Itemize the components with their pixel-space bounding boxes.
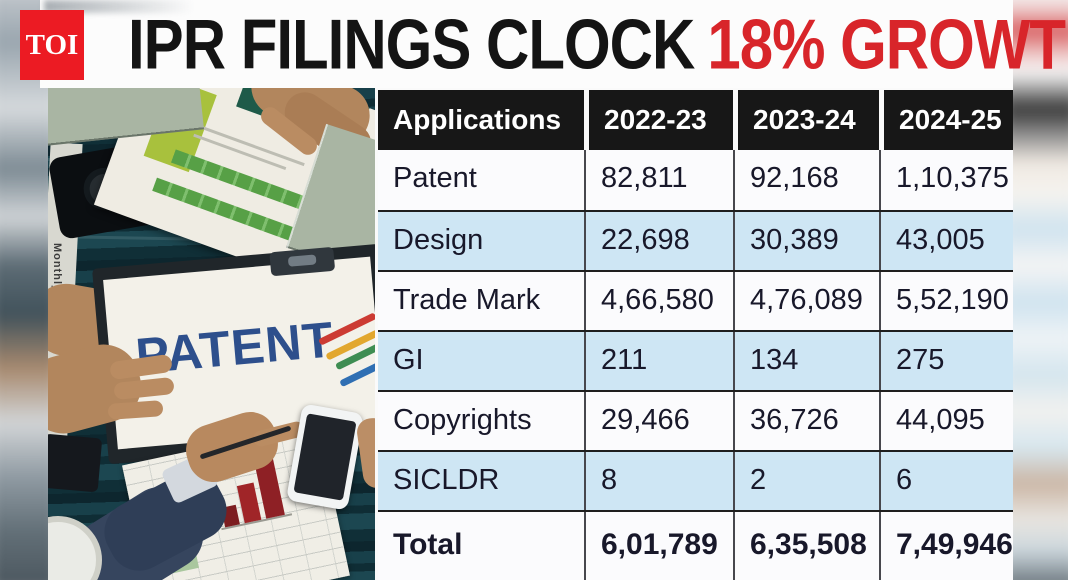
- dark-phone: [48, 433, 103, 493]
- title-smudge: [44, 0, 194, 13]
- value-cell: 7,49,946: [879, 512, 1013, 580]
- row-label-cell: SICLDR: [393, 464, 500, 496]
- table-row: Copyrights 29,466 36,726 44,095: [378, 390, 1013, 450]
- table-row: Patent 82,811 92,168 1,10,375: [378, 150, 1013, 210]
- value-cell: 4,76,089: [733, 272, 879, 330]
- header-cell: 2022-23: [584, 90, 733, 150]
- value-cell: 92,168: [733, 150, 879, 210]
- header-cell: 2023-24: [733, 90, 879, 150]
- clipboard-clip: [269, 246, 336, 277]
- table-row: Design 22,698 30,389 43,005: [378, 210, 1013, 270]
- headline: IPR FILINGS CLOCK 18% GROWTH: [128, 4, 1068, 87]
- value-cell: 4,66,580: [584, 272, 733, 330]
- table-row: SICLDR 8 2 6: [378, 450, 1013, 510]
- desk-photo: Monthly Sales PATENT: [48, 88, 375, 580]
- value-cell: 43,005: [879, 212, 1013, 270]
- ipr-table: Applications 2022-23 2023-24 2024-25 Patent 8…: [375, 88, 1013, 580]
- header-cell: 2024-25: [879, 90, 1013, 150]
- table-row: Total 6,01,789 6,35,508 7,49,946: [378, 510, 1013, 580]
- headline-red-text: 18% GROWTH: [707, 4, 1068, 84]
- table-row: GI 211 134 275: [378, 330, 1013, 390]
- header-cell: Applications: [393, 104, 562, 135]
- background-blur-left: [0, 0, 48, 580]
- title-band: IPR FILINGS CLOCK 18% GROWTH: [40, 0, 1068, 88]
- table-row: Trade Mark 4,66,580 4,76,089 5,52,190: [378, 270, 1013, 330]
- value-cell: 36,726: [733, 392, 879, 450]
- toi-logo: TOI: [20, 10, 84, 80]
- row-label-cell: Copyrights: [393, 404, 532, 436]
- headline-black-text: IPR FILINGS CLOCK: [128, 4, 695, 84]
- value-cell: 30,389: [733, 212, 879, 270]
- row-label-cell: GI: [393, 344, 424, 376]
- red-bar: [236, 482, 262, 524]
- background-blur-right: [1013, 0, 1068, 580]
- row-label-cell: Design: [393, 224, 484, 256]
- phone-screen: [293, 413, 357, 501]
- value-cell: 29,466: [584, 392, 733, 450]
- table-header-row: Applications 2022-23 2023-24 2024-25: [378, 90, 1013, 150]
- value-cell: 44,095: [879, 392, 1013, 450]
- value-cell: 1,10,375: [879, 150, 1013, 210]
- value-cell: 275: [879, 332, 1013, 390]
- value-cell: 6,01,789: [584, 512, 733, 580]
- value-cell: 5,52,190: [879, 272, 1013, 330]
- value-cell: 22,698: [584, 212, 733, 270]
- value-cell: 82,811: [584, 150, 733, 210]
- row-label-cell: Trade Mark: [393, 284, 541, 316]
- toi-logo-text: TOI: [25, 28, 79, 61]
- row-label-cell: Total: [393, 528, 463, 561]
- value-cell: 134: [733, 332, 879, 390]
- hand: [355, 416, 375, 490]
- row-label-cell: Patent: [393, 162, 477, 194]
- value-cell: 2: [733, 452, 879, 510]
- value-cell: 8: [584, 452, 733, 510]
- patent-text: PATENT: [133, 311, 337, 385]
- value-cell: 6: [879, 452, 1013, 510]
- value-cell: 211: [584, 332, 733, 390]
- value-cell: 6,35,508: [733, 512, 879, 580]
